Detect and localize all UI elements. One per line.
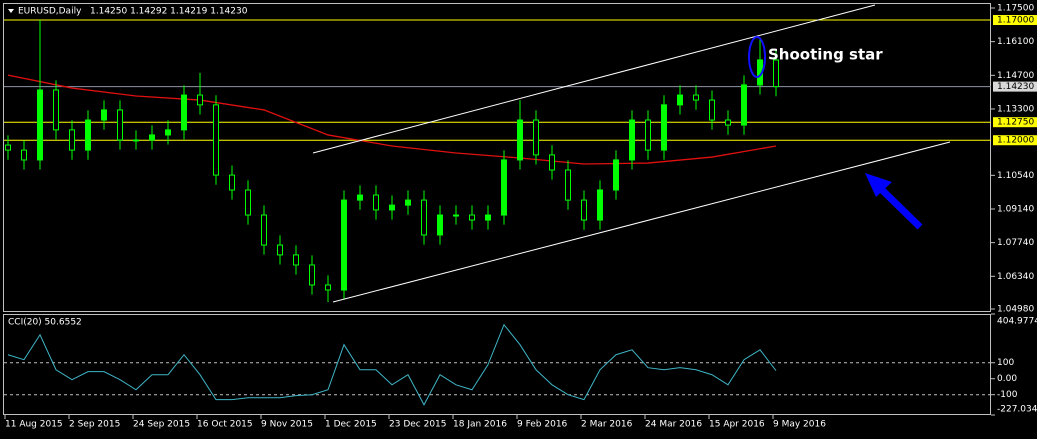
candle-body bbox=[341, 199, 347, 291]
candle-body bbox=[309, 264, 315, 286]
candle-body bbox=[693, 94, 699, 101]
candle-body bbox=[149, 134, 155, 141]
candle-body bbox=[53, 89, 59, 131]
candle-body bbox=[581, 199, 587, 221]
cci-line bbox=[7, 323, 777, 406]
y-tick-label: 0.00 bbox=[997, 374, 1017, 384]
x-tick-label: 2 Mar 2016 bbox=[581, 420, 633, 430]
arrow-head bbox=[865, 173, 892, 197]
x-tick-label: 23 Dec 2015 bbox=[389, 420, 447, 430]
candle-body bbox=[437, 214, 443, 236]
candle-body bbox=[533, 119, 539, 156]
candle-body bbox=[101, 109, 107, 121]
candle-body bbox=[229, 174, 235, 191]
candle-body bbox=[517, 119, 523, 161]
candle-body bbox=[725, 119, 731, 126]
highlight-ellipse bbox=[748, 36, 766, 78]
y-tick-label: 404.9774 bbox=[997, 317, 1037, 327]
cci-panel bbox=[3, 314, 991, 415]
candle-body bbox=[277, 244, 283, 256]
candle-body bbox=[421, 199, 427, 236]
x-tick-label: 15 Apr 2016 bbox=[709, 420, 765, 430]
cci-title: CCI(20) 50.6552 bbox=[8, 318, 82, 328]
candle-body bbox=[709, 99, 715, 121]
level-label: 1.17000 bbox=[997, 16, 1034, 26]
candle-body bbox=[261, 214, 267, 246]
upper-channel-line bbox=[312, 4, 876, 154]
y-tick-label: 100 bbox=[997, 358, 1014, 368]
y-tick-label: 1.09140 bbox=[997, 204, 1034, 214]
symbol-title: EURUSD,Daily bbox=[18, 7, 82, 17]
candle-body bbox=[661, 104, 667, 151]
candle-body bbox=[485, 214, 491, 221]
y-tick-label: 1.10540 bbox=[997, 171, 1034, 181]
candle-body bbox=[21, 149, 27, 161]
level-label: 1.12750 bbox=[997, 118, 1034, 128]
candle-body bbox=[133, 139, 139, 142]
arrow-shaft bbox=[875, 183, 923, 230]
candle-body bbox=[389, 204, 395, 211]
level-label-bg bbox=[993, 117, 1037, 128]
y-tick-label: 1.07740 bbox=[997, 238, 1034, 248]
y-tick-label: 1.16100 bbox=[997, 37, 1034, 47]
x-tick-label: 1 Dec 2015 bbox=[325, 420, 377, 430]
x-tick-label: 24 Mar 2016 bbox=[645, 420, 702, 430]
candle-body bbox=[677, 94, 683, 106]
price-panel bbox=[3, 3, 991, 312]
x-tick-label: 11 Aug 2015 bbox=[5, 420, 63, 430]
candle-body bbox=[773, 59, 779, 88]
current-price-label: 1.14230 bbox=[997, 82, 1034, 92]
candle-body bbox=[85, 119, 91, 151]
candle-body bbox=[197, 94, 203, 106]
candle-body bbox=[213, 104, 219, 176]
annotation: Shooting star bbox=[768, 46, 883, 64]
current-price-bg bbox=[993, 81, 1037, 92]
candle-body bbox=[597, 189, 603, 221]
candle-body bbox=[549, 154, 555, 171]
y-tick-label: 1.17500 bbox=[997, 4, 1034, 14]
candle-body bbox=[117, 109, 123, 141]
candle-body bbox=[501, 159, 507, 216]
menu-triangle bbox=[8, 9, 14, 13]
candle-body bbox=[453, 214, 459, 217]
y-tick-label: 1.06340 bbox=[997, 272, 1034, 282]
candle-body bbox=[373, 194, 379, 211]
moving-average bbox=[7, 74, 777, 165]
candle-body bbox=[645, 119, 651, 151]
x-tick-label: 9 Nov 2015 bbox=[261, 420, 313, 430]
candle-body bbox=[69, 129, 75, 151]
candle-body bbox=[469, 214, 475, 221]
ohlc-header: 1.14250 1.14292 1.14219 1.14230 bbox=[90, 7, 248, 17]
y-tick-label: 1.13300 bbox=[997, 104, 1034, 114]
candle-body bbox=[357, 194, 363, 201]
x-tick-label: 9 Feb 2016 bbox=[517, 420, 568, 430]
candle-body bbox=[629, 119, 635, 161]
level-label-bg bbox=[993, 135, 1037, 146]
candle-body bbox=[325, 284, 331, 291]
x-tick-label: 2 Sep 2015 bbox=[69, 420, 120, 430]
x-tick-label: 18 Jan 2016 bbox=[453, 420, 507, 430]
lower-channel-line bbox=[332, 141, 951, 303]
candle-body bbox=[181, 94, 187, 131]
x-tick-label: 9 May 2016 bbox=[773, 420, 826, 430]
x-tick-label: 16 Oct 2015 bbox=[197, 420, 253, 430]
candle-body bbox=[565, 169, 571, 201]
candle-body bbox=[245, 189, 251, 216]
y-tick-label: 1.04980 bbox=[997, 305, 1034, 315]
candle-body bbox=[165, 129, 171, 136]
y-tick-label: -227.0348 bbox=[997, 405, 1037, 415]
y-tick-label: -100 bbox=[997, 390, 1018, 400]
level-label: 1.12000 bbox=[997, 136, 1034, 146]
x-tick-label: 24 Sep 2015 bbox=[133, 420, 190, 430]
candle-body bbox=[741, 84, 747, 126]
candle-body bbox=[293, 254, 299, 266]
candle-body bbox=[613, 159, 619, 191]
level-label-bg bbox=[993, 15, 1037, 26]
candle-body bbox=[405, 199, 411, 206]
y-tick-label: 1.14700 bbox=[997, 71, 1034, 81]
candle-body bbox=[5, 144, 11, 151]
candle-body bbox=[37, 89, 43, 161]
